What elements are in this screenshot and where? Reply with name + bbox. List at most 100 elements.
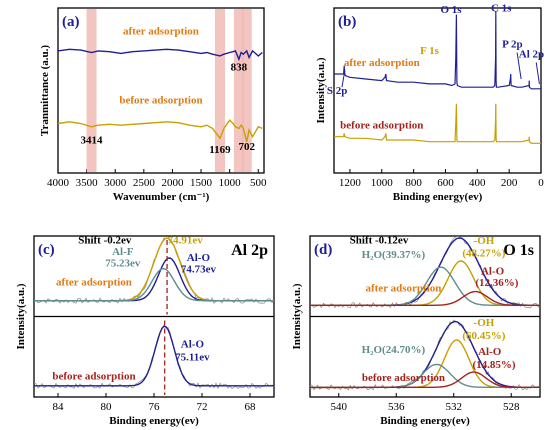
annotation: before adsorption bbox=[340, 119, 423, 131]
x-tick-label: 800 bbox=[405, 177, 422, 189]
annotation: Al-O bbox=[187, 252, 211, 264]
arrow bbox=[516, 52, 522, 80]
x-tick-label: 3500 bbox=[76, 177, 99, 189]
x-tick-label: 600 bbox=[437, 177, 454, 189]
peak-alo-line bbox=[34, 325, 274, 387]
annotation: O 1s bbox=[440, 4, 462, 16]
y-axis-label: Intensity(a.u.) bbox=[15, 283, 27, 349]
annotation: P 2p bbox=[502, 39, 522, 51]
x-tick-label: 1000 bbox=[219, 177, 242, 189]
x-tick-label: 1000 bbox=[371, 177, 394, 189]
annotation: Al 2p bbox=[519, 49, 544, 61]
annotation: Al-O bbox=[478, 346, 502, 358]
panel-label: (a) bbox=[62, 14, 80, 30]
peak-alf-line bbox=[34, 267, 274, 302]
x-tick-label: 200 bbox=[501, 177, 518, 189]
axes-frame bbox=[333, 7, 542, 174]
x-axis-label: Binding energy(ev) bbox=[380, 415, 470, 427]
x-tick-label: 536 bbox=[388, 401, 405, 413]
subpanel-bottom: -OH(60.45%) H₂O(24.70%) Al-O(14.85%) before… bbox=[309, 317, 541, 391]
arrow bbox=[535, 62, 540, 84]
y-axis-label: Intensity(a.u.) bbox=[291, 283, 303, 349]
annotation: 75.11ev bbox=[175, 352, 210, 364]
highlight-band bbox=[241, 9, 252, 172]
annotation: C 1s bbox=[491, 2, 512, 14]
x-tick-label: 80 bbox=[101, 401, 113, 413]
x-tick-label: 2000 bbox=[161, 177, 184, 189]
annotation: before adsorption bbox=[52, 371, 135, 383]
x-tick-label: 500 bbox=[250, 177, 267, 189]
x-tick-label: 68 bbox=[245, 401, 257, 413]
annotation: -OH bbox=[474, 235, 495, 247]
annotation: 75.23ev bbox=[105, 257, 141, 269]
annotation: H₂O(24.70%) bbox=[362, 344, 426, 356]
panel-label: (b) bbox=[338, 14, 356, 30]
annotation: S 2p bbox=[327, 85, 348, 97]
x-tick-label: 532 bbox=[446, 401, 463, 413]
annotation: (12.36%) bbox=[475, 277, 518, 289]
panel-label: (c) bbox=[38, 242, 55, 258]
x-tick-label: 400 bbox=[469, 177, 486, 189]
panel-b: 1200 1000 800 600 400 200 0 Binding energy(ev) I… bbox=[315, 2, 544, 203]
arrow bbox=[341, 70, 346, 88]
panel-title: O 1s bbox=[503, 242, 534, 259]
annotation: before adsorption bbox=[119, 95, 202, 107]
panel-d: 540 536 532 528 Binding energy(ev) Intensity(… bbox=[291, 234, 541, 427]
highlight-band bbox=[214, 9, 225, 172]
annotation: after adsorption bbox=[344, 57, 420, 69]
x-tick-label: 2500 bbox=[133, 177, 156, 189]
subpanel-top: Shift -0.2ev 74.91ev Al-F75.23ev Al-O74.73e… bbox=[33, 234, 275, 315]
series-after-line bbox=[334, 11, 541, 90]
x-tick-label: 1200 bbox=[339, 177, 362, 189]
x-tick-label: 76 bbox=[149, 401, 161, 413]
x-axis-label: Binding energy(ev) bbox=[393, 191, 483, 203]
subpanel-top: Shift -0.12ev -OH(48.27%)H₂O(39.37%)Al-O(… bbox=[309, 234, 541, 309]
annotation: (60.45%) bbox=[462, 330, 505, 342]
series-before-line bbox=[334, 103, 541, 144]
annotation: 702 bbox=[238, 141, 255, 153]
y-axis-label: Tranmittance (a.u.) bbox=[39, 45, 51, 136]
annotation: Al-O bbox=[481, 266, 505, 278]
x-tick-label: 84 bbox=[53, 401, 65, 413]
annotation: after adsorption bbox=[56, 276, 132, 288]
annotation: F 1s bbox=[420, 45, 440, 57]
x-tick-label: 0 bbox=[538, 177, 544, 189]
x-tick-label: 4000 bbox=[47, 177, 70, 189]
annotation: 74.91ev bbox=[168, 234, 204, 246]
x-axis-label: Wavenumber (cm⁻¹) bbox=[113, 191, 210, 203]
annotation: Al-F bbox=[112, 246, 134, 258]
annotation: Al-O bbox=[181, 339, 205, 351]
x-tick-label: 72 bbox=[197, 401, 208, 413]
axes-frame bbox=[57, 7, 265, 174]
annotation: 838 bbox=[231, 62, 248, 74]
annotation: -OH bbox=[474, 317, 495, 329]
annotation: Shift -0.2ev bbox=[78, 234, 132, 246]
annotation: 3414 bbox=[81, 134, 104, 146]
annotation: H₂O(39.37%) bbox=[362, 249, 426, 261]
highlight-band bbox=[233, 9, 244, 172]
peak-alo-line bbox=[310, 290, 540, 306]
annotation: (14.85%) bbox=[472, 359, 515, 371]
raw-data-line bbox=[33, 237, 275, 304]
panel-label: (d) bbox=[314, 242, 332, 258]
raw-data-line bbox=[309, 236, 541, 309]
annotation: 1169 bbox=[209, 144, 231, 156]
series-before-line bbox=[57, 119, 263, 142]
x-tick-label: 528 bbox=[503, 401, 520, 413]
annotation: Shift -0.12ev bbox=[350, 234, 409, 246]
annotation: before adsorption bbox=[362, 372, 445, 384]
x-tick-label: 3000 bbox=[104, 177, 127, 189]
x-axis-label: Binding energy(ev) bbox=[109, 415, 199, 427]
panel-c: 84 80 76 72 68 Binding energy(ev) Intensity(a.… bbox=[15, 234, 275, 427]
annotation: after adsorption bbox=[365, 283, 441, 295]
series-after-line bbox=[57, 48, 263, 62]
subpanel-bottom: Al-O75.11ev before adsorption bbox=[33, 320, 275, 395]
peak-alo-line bbox=[310, 371, 540, 389]
x-tick-label: 1500 bbox=[190, 177, 213, 189]
panel-title: Al 2p bbox=[231, 242, 268, 259]
x-tick-label: 540 bbox=[331, 401, 348, 413]
highlight-band bbox=[86, 9, 97, 172]
annotation: after adsorption bbox=[123, 25, 199, 37]
panel-a: 4000 3500 3000 2500 2000 1500 1000 500 Wavenumbe… bbox=[39, 7, 267, 203]
